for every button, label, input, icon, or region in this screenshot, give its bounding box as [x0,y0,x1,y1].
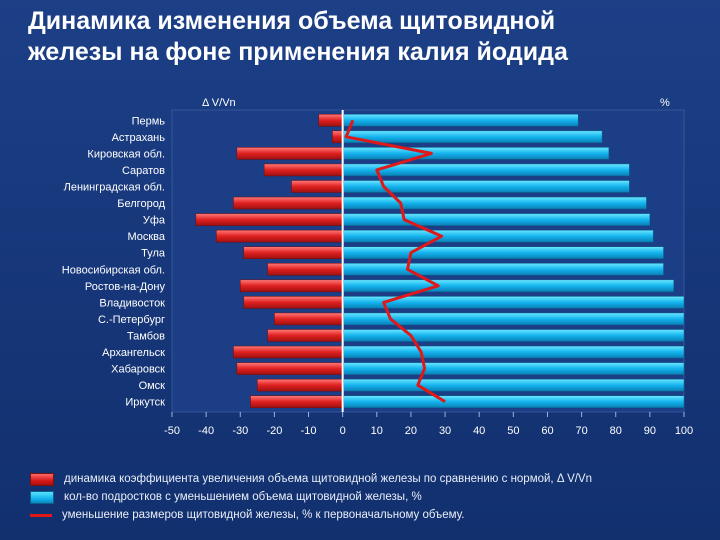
legend-label: кол-во подростков с уменьшением объема щ… [64,491,422,503]
top-left-axis-label: Δ V/Vn [202,97,236,109]
legend-swatch-line [30,513,52,517]
bar-red-10 [240,279,343,293]
series-line-reduction [344,119,446,403]
bar-blue-10 [343,279,675,293]
bar-red-9 [267,263,343,276]
bar-blue-8 [343,246,664,259]
legend-label: динамика коэффициента увеличения объема … [64,473,592,485]
category-label: Новосибирская обл. [62,264,165,276]
top-right-axis-label: % [660,97,670,109]
bar-red-2 [236,147,343,160]
x-tick-label: 10 [371,425,383,437]
category-label: Астрахань [112,132,166,144]
title-line-1: Динамика изменения объема щитовидной [28,7,556,35]
x-tick-label: 80 [610,425,622,437]
category-label: Белгород [117,198,165,210]
legend-swatch-blue [30,490,54,504]
legend-item-blue-bars: кол-во подростков с уменьшением объема щ… [30,488,715,506]
bar-red-8 [243,246,343,259]
bar-red-4 [291,180,343,193]
x-tick-label: 40 [473,425,485,437]
category-label: Иркутск [125,397,165,409]
bar-red-14 [233,345,343,359]
x-tick-label: -30 [232,425,248,437]
category-label: Хабаровск [111,364,165,376]
plot-area [171,109,685,413]
bar-blue-14 [343,345,685,359]
title-line-2: железы на фоне применения калия йодида [28,38,568,66]
x-tick-label: 60 [541,425,553,437]
category-label: С.-Петербург [98,314,165,326]
bar-blue-9 [343,263,664,276]
category-label: Ленинградская обл. [64,182,165,194]
bar-red-0 [318,114,343,127]
category-label: Москва [127,231,165,243]
bar-red-11 [243,296,343,309]
bar-blue-0 [343,114,579,127]
x-tick-label: 20 [405,425,417,437]
x-tick-label: -40 [198,425,214,437]
bar-blue-5 [343,196,647,210]
bar-red-15 [236,362,343,375]
category-label: Пермь [132,115,166,127]
legend-label: уменьшение размеров щитовидной железы, %… [62,509,465,521]
bar-red-16 [257,378,343,392]
category-label: Владивосток [99,297,165,309]
x-tick-label: 0 [340,425,346,437]
bar-blue-17 [343,395,685,408]
category-label: Уфа [143,215,166,227]
bar-blue-7 [343,229,654,243]
category-label: Саратов [122,165,165,177]
bar-blue-13 [343,329,685,342]
page-title: Динамика изменения объема щитовидной жел… [28,6,708,68]
legend-item-line: уменьшение размеров щитовидной железы, %… [30,506,715,524]
bar-red-1 [332,130,343,144]
bar-red-7 [216,229,343,243]
bar-blue-16 [343,378,685,392]
legend: динамика коэффициента увеличения объема … [30,470,715,524]
bar-red-13 [267,329,343,342]
bar-red-12 [274,312,343,326]
category-label: Архангельск [102,347,165,359]
bar-blue-1 [343,130,603,144]
category-label: Омск [139,380,166,392]
x-tick-label: 100 [675,425,693,437]
x-tick-label: 90 [644,425,656,437]
bar-blue-6 [343,213,651,226]
x-tick-label: 50 [507,425,519,437]
bar-red-3 [263,163,343,177]
x-tick-label: 30 [439,425,451,437]
legend-swatch-red [30,472,54,486]
category-label: Тула [141,248,166,260]
x-tick-label: -10 [301,425,317,437]
x-tick-label: -20 [266,425,282,437]
bar-blue-15 [343,362,685,375]
category-label: Ростов-на-Дону [85,281,166,293]
bar-red-6 [195,213,343,226]
bar-red-17 [250,395,343,408]
category-label: Тамбов [127,331,165,343]
bar-red-5 [233,196,343,210]
x-tick-label: -50 [164,425,180,437]
legend-item-red-bars: динамика коэффициента увеличения объема … [30,470,715,488]
x-tick-label: 70 [575,425,587,437]
category-label: Кировская обл. [87,148,165,160]
bar-blue-2 [343,147,610,160]
